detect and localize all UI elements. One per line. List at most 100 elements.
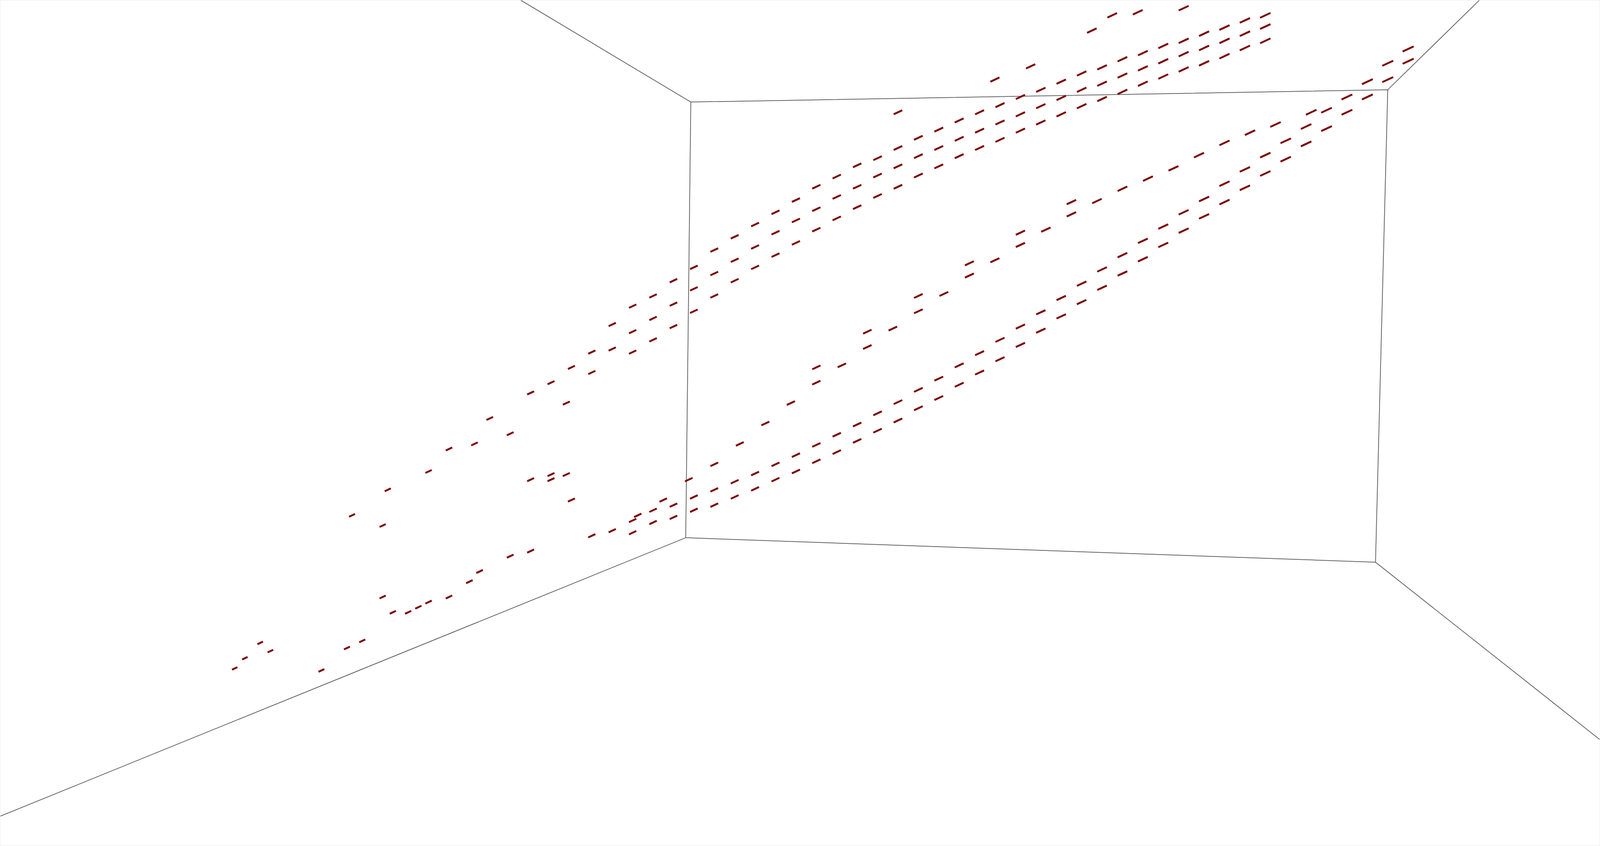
point <box>608 529 616 533</box>
point <box>379 524 386 527</box>
point <box>995 357 1005 362</box>
point <box>1219 140 1230 146</box>
point <box>1178 210 1189 215</box>
point <box>471 442 479 446</box>
point <box>853 422 862 427</box>
point <box>751 245 760 250</box>
point <box>792 198 800 203</box>
point <box>975 370 985 375</box>
point <box>812 227 821 232</box>
point <box>425 470 432 473</box>
point <box>975 109 985 115</box>
point <box>1199 45 1209 51</box>
point <box>893 164 902 169</box>
point <box>1087 28 1097 33</box>
point <box>954 136 964 142</box>
point <box>690 287 698 291</box>
point <box>445 447 453 451</box>
point <box>690 495 698 500</box>
point <box>1076 281 1087 286</box>
point <box>318 669 325 673</box>
point <box>649 337 658 342</box>
point <box>934 395 944 400</box>
point <box>384 488 391 492</box>
point <box>628 518 637 523</box>
point <box>710 503 718 508</box>
point <box>990 258 1000 263</box>
point <box>344 646 351 650</box>
point <box>1117 252 1128 258</box>
point <box>405 611 412 614</box>
point <box>1158 224 1169 229</box>
point <box>1219 181 1230 187</box>
point <box>1260 23 1271 29</box>
point <box>710 271 718 276</box>
point <box>634 513 642 518</box>
point <box>1239 45 1251 51</box>
box-edge <box>1387 0 1480 90</box>
point <box>792 469 800 474</box>
point <box>914 387 923 393</box>
point <box>934 127 944 132</box>
point <box>812 207 821 212</box>
point <box>669 503 678 507</box>
point <box>527 391 534 395</box>
point <box>995 102 1005 108</box>
point <box>1056 95 1067 101</box>
point <box>1015 128 1025 133</box>
points <box>232 5 1414 672</box>
point <box>812 365 821 370</box>
point <box>567 498 575 502</box>
point <box>914 173 923 178</box>
point <box>730 235 739 239</box>
point <box>445 595 453 599</box>
point <box>1321 107 1333 113</box>
point <box>527 549 534 553</box>
point <box>649 316 658 321</box>
point <box>1301 141 1312 147</box>
back-wall <box>685 89 1389 563</box>
point <box>1168 165 1179 171</box>
point <box>1178 67 1189 72</box>
point <box>964 273 974 278</box>
point <box>736 442 745 447</box>
point <box>349 514 356 518</box>
point <box>1056 313 1067 319</box>
point <box>761 421 770 426</box>
point <box>1066 199 1076 204</box>
point <box>1178 38 1189 44</box>
point <box>995 120 1005 125</box>
point <box>934 164 944 169</box>
point <box>730 278 739 283</box>
point <box>730 258 739 263</box>
point <box>1097 65 1107 70</box>
point <box>792 218 800 223</box>
point <box>1035 120 1046 125</box>
point <box>425 600 432 604</box>
point <box>1026 64 1036 69</box>
point <box>792 453 800 457</box>
point <box>1178 5 1189 11</box>
plot-frame <box>0 0 1600 846</box>
point <box>837 363 847 368</box>
point <box>506 554 514 558</box>
point <box>1305 109 1317 115</box>
point <box>1382 77 1394 83</box>
point <box>1143 176 1153 181</box>
point <box>466 580 473 583</box>
point <box>853 163 862 168</box>
point <box>812 443 821 448</box>
point <box>1199 213 1209 219</box>
point <box>990 77 1000 82</box>
point <box>562 401 570 405</box>
point <box>547 381 555 385</box>
box-frame <box>0 0 1600 817</box>
point <box>1219 53 1230 59</box>
point <box>669 515 678 519</box>
point <box>232 667 238 670</box>
point <box>1076 299 1087 305</box>
point <box>832 432 841 437</box>
point <box>1076 103 1087 109</box>
point <box>873 194 882 198</box>
point <box>893 146 902 150</box>
